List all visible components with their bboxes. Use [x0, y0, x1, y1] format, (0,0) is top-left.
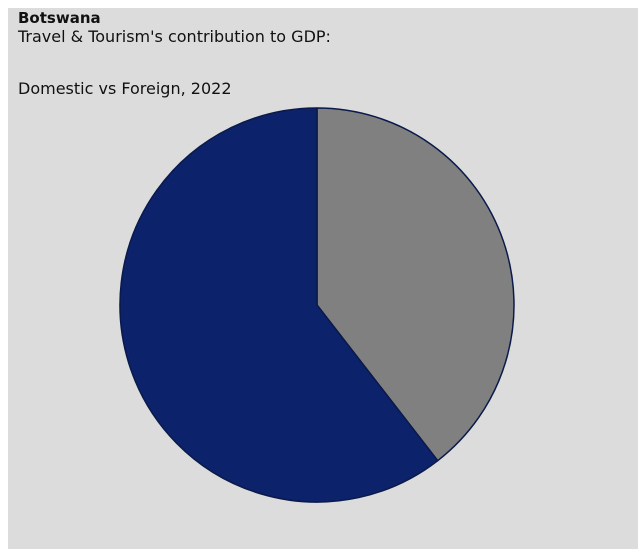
pie-chart [119, 107, 515, 503]
pie-slice-1 [316, 107, 515, 462]
chart-title: Travel & Tourism's contribution to GDP: [18, 27, 331, 46]
pie-slice-2 [119, 107, 439, 503]
chart-panel: Botswana Travel & Tourism's contribution… [8, 8, 638, 549]
country-label: Botswana [18, 9, 101, 27]
chart-subtitle: Domestic vs Foreign, 2022 [18, 79, 232, 98]
